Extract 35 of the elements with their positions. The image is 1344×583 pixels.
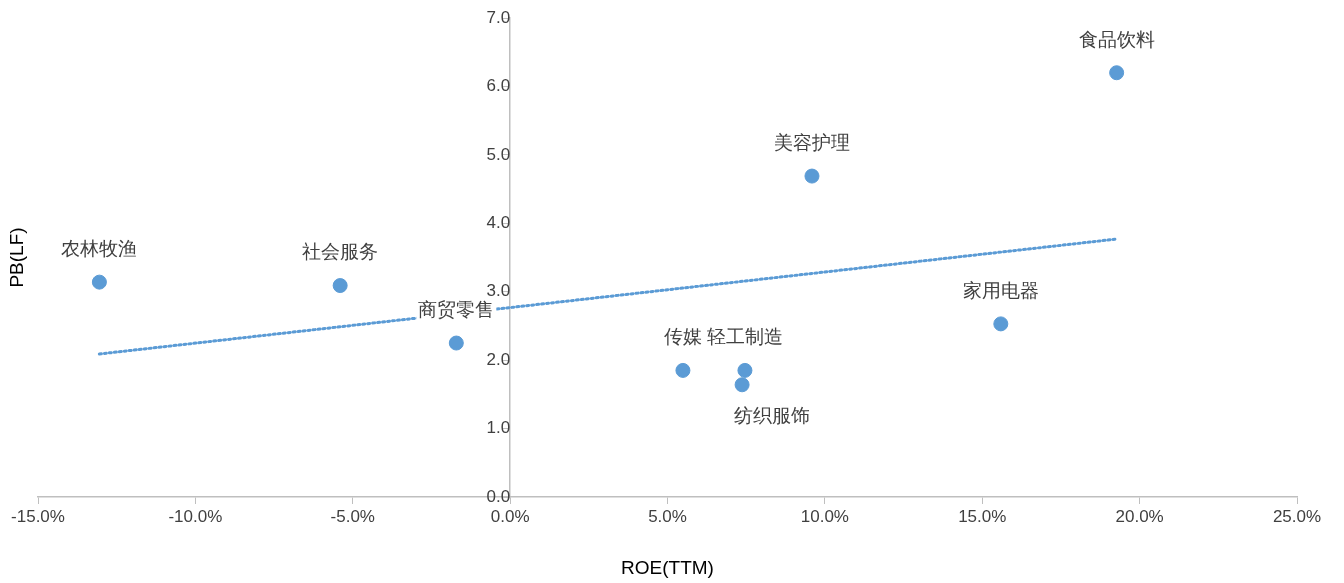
annotation: 农林牧渔: [61, 237, 138, 260]
point: [804, 168, 820, 184]
y-axis-title: PB(LF): [6, 227, 28, 288]
annotation: 社会服务: [302, 240, 379, 263]
x-axis-title: ROE(TTM): [621, 557, 714, 579]
annotation: 食品饮料: [1078, 27, 1155, 50]
x-tick-label: 20.0%: [1115, 506, 1164, 526]
y-tick-label: 1.0: [486, 418, 511, 438]
point: [91, 274, 107, 290]
x-tick-label: -5.0%: [330, 506, 375, 526]
point: [1109, 65, 1125, 81]
annotation: 纺织服饰: [734, 403, 811, 426]
x-tick-label: 0.0%: [490, 506, 530, 526]
y-tick-label: 6.0: [486, 76, 511, 96]
y-tick-label: 2.0: [486, 349, 511, 369]
x-tick-label: 10.0%: [800, 506, 849, 526]
y-tick-label: 4.0: [486, 212, 511, 232]
point: [737, 362, 753, 378]
x-tick-label: 25.0%: [1272, 506, 1322, 526]
annotation: 家用电器: [962, 278, 1039, 301]
x-tick-label: -15.0%: [11, 506, 65, 526]
point: [332, 278, 348, 294]
x-tick-label: -10.0%: [168, 506, 223, 526]
x-tick-label: 5.0%: [648, 506, 687, 526]
point: [993, 316, 1009, 332]
annotation: 传媒: [663, 325, 702, 348]
y-tick-label: 5.0: [486, 144, 511, 164]
point: [734, 377, 750, 393]
point: [675, 362, 691, 378]
x-tick-label: 15.0%: [958, 506, 1007, 526]
y-tick-label: 0.0: [486, 486, 511, 506]
y-tick-label: 7.0: [486, 7, 511, 27]
annotation: 轻工制造: [706, 325, 783, 348]
annotation: 美容护理: [773, 131, 850, 154]
point: [448, 335, 464, 351]
